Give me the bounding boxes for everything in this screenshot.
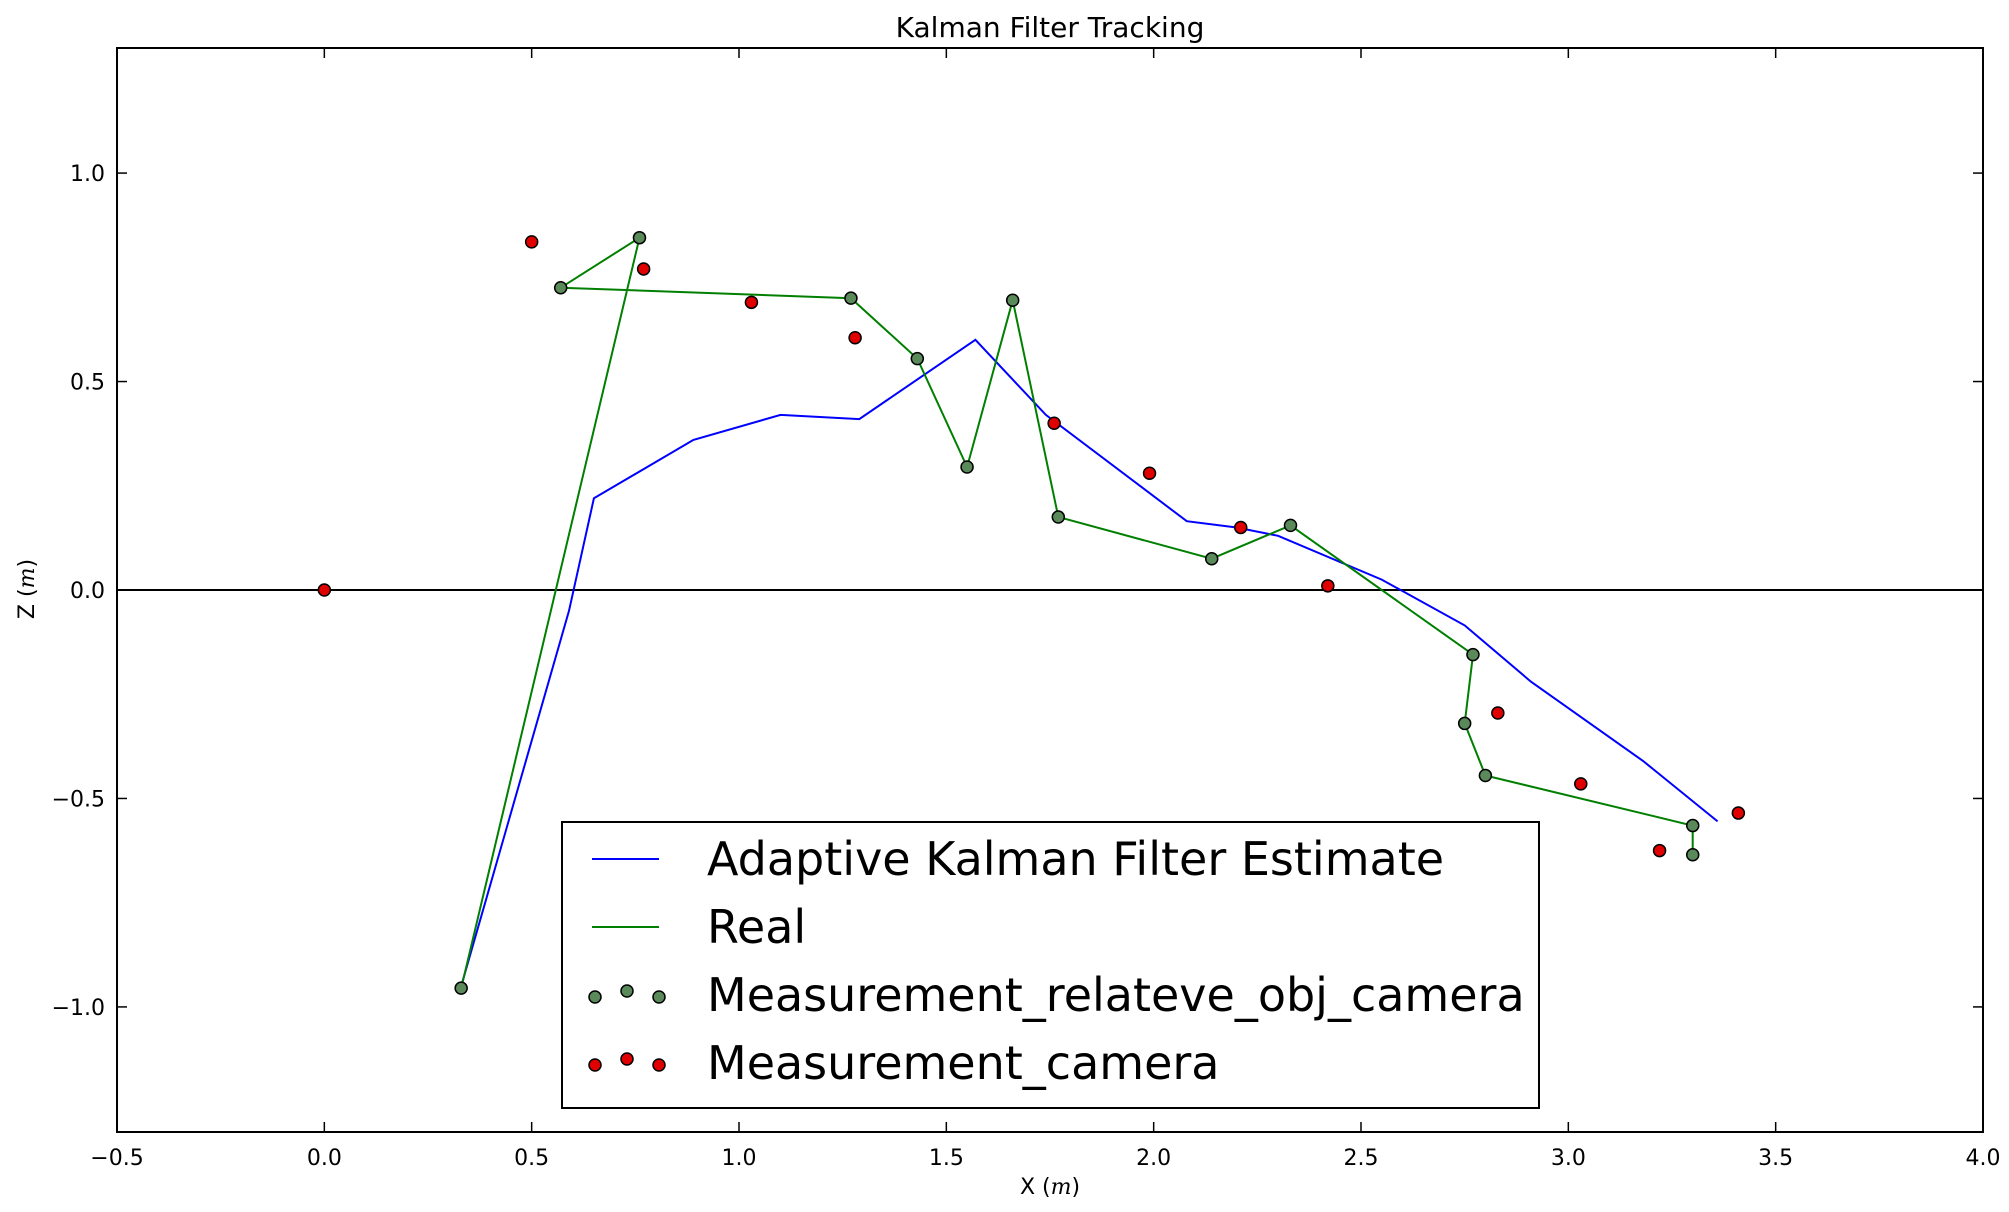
x-tick-label: 1.5 bbox=[929, 1146, 964, 1171]
data-point-measurement-camera bbox=[1047, 416, 1061, 430]
data-point-measurement-camera bbox=[524, 235, 539, 249]
chart-title: Kalman Filter Tracking bbox=[896, 11, 1205, 44]
legend-box bbox=[561, 821, 1540, 1109]
legend-swatch-measurement-relateve-obj-camera bbox=[620, 984, 634, 998]
data-point-measurement-camera bbox=[636, 262, 651, 276]
y-axis-title: Z (m) bbox=[15, 559, 40, 619]
legend-label-adaptive-kalman-filter-estimate: Adaptive Kalman Filter Estimate bbox=[707, 832, 1444, 886]
x-tick-label: −0.5 bbox=[90, 1146, 143, 1171]
data-point-measurement-camera bbox=[1142, 466, 1157, 481]
data-point-measurement-relateve-obj-camera bbox=[454, 981, 468, 995]
plot-area bbox=[117, 230, 1983, 995]
legend-label-real: Real bbox=[707, 900, 806, 954]
data-point-measurement-relateve-obj-camera bbox=[1204, 551, 1219, 566]
x-tick-label: 2.0 bbox=[1136, 1146, 1171, 1171]
legend-swatch-measurement-relateve-obj-camera bbox=[588, 990, 602, 1004]
data-point-measurement-relateve-obj-camera bbox=[1283, 518, 1298, 533]
series-line-adaptive-kalman-filter-estimate bbox=[460, 338, 1719, 987]
data-point-measurement-camera bbox=[1574, 777, 1588, 791]
legend-swatch-measurement-camera bbox=[652, 1058, 666, 1072]
data-point-measurement-relateve-obj-camera bbox=[1457, 716, 1472, 731]
x-tick-label: 3.0 bbox=[1551, 1146, 1586, 1171]
x-axis-title: X (m) bbox=[1020, 1175, 1080, 1200]
legend-swatch-measurement-camera bbox=[588, 1058, 602, 1072]
data-point-measurement-camera bbox=[744, 295, 759, 310]
x-tick-label: 4.0 bbox=[1966, 1146, 2001, 1171]
data-point-measurement-relateve-obj-camera bbox=[1466, 647, 1480, 662]
data-point-measurement-camera bbox=[1491, 706, 1505, 720]
data-point-measurement-camera bbox=[1652, 843, 1667, 858]
x-tick-label: 1.0 bbox=[722, 1146, 757, 1171]
data-point-measurement-relateve-obj-camera bbox=[1005, 293, 1020, 307]
data-point-measurement-camera bbox=[317, 583, 332, 597]
legend-swatch-measurement-relateve-obj-camera bbox=[652, 990, 666, 1004]
data-point-measurement-relateve-obj-camera bbox=[1685, 847, 1700, 862]
axes-ticks: −0.5 0.0 0.5 1.0 1.5 2.0 2.5 3.0 3.5 4.0 −1.0 −0.5 0… bbox=[52, 48, 2001, 1171]
data-point-measurement-camera bbox=[1233, 520, 1248, 535]
legend-swatch-measurement-camera bbox=[620, 1052, 634, 1066]
legend-label-measurement-camera: Measurement_camera bbox=[707, 1036, 1220, 1090]
y-tick-label: 1.0 bbox=[70, 162, 105, 187]
data-point-measurement-camera bbox=[848, 331, 862, 345]
data-point-measurement-relateve-obj-camera bbox=[960, 460, 974, 474]
x-axis-label: X bbox=[1020, 1175, 1035, 1200]
x-tick-label: 3.5 bbox=[1758, 1146, 1793, 1171]
x-tick-label: 2.5 bbox=[1344, 1146, 1379, 1171]
y-tick-label: 0.5 bbox=[70, 371, 105, 396]
y-tick-label: −1.0 bbox=[52, 996, 105, 1021]
y-axis-unit: m bbox=[15, 568, 40, 589]
y-axis-label: Z bbox=[15, 604, 40, 619]
data-point-measurement-relateve-obj-camera bbox=[844, 291, 858, 305]
data-point-measurement-relateve-obj-camera bbox=[910, 351, 925, 366]
data-point-measurement-camera bbox=[1321, 579, 1335, 593]
legend: Adaptive Kalman Filter Estimate Real Measu… bbox=[561, 821, 1540, 1109]
legend-label-measurement-relateve-obj-camera: Measurement_relateve_obj_camera bbox=[707, 968, 1525, 1022]
y-tick-label: −0.5 bbox=[52, 787, 105, 812]
data-point-measurement-relateve-obj-camera bbox=[553, 280, 568, 295]
data-point-measurement-relateve-obj-camera bbox=[1478, 768, 1493, 783]
x-tick-label: 0.0 bbox=[307, 1146, 342, 1171]
data-point-measurement-camera bbox=[1731, 806, 1746, 820]
data-point-measurement-relateve-obj-camera bbox=[632, 230, 647, 245]
x-axis-unit: m bbox=[1051, 1175, 1072, 1200]
x-tick-label: 0.5 bbox=[514, 1146, 549, 1171]
y-tick-label: 0.0 bbox=[70, 579, 105, 604]
data-point-measurement-relateve-obj-camera bbox=[1685, 818, 1700, 833]
data-point-measurement-relateve-obj-camera bbox=[1051, 510, 1066, 524]
